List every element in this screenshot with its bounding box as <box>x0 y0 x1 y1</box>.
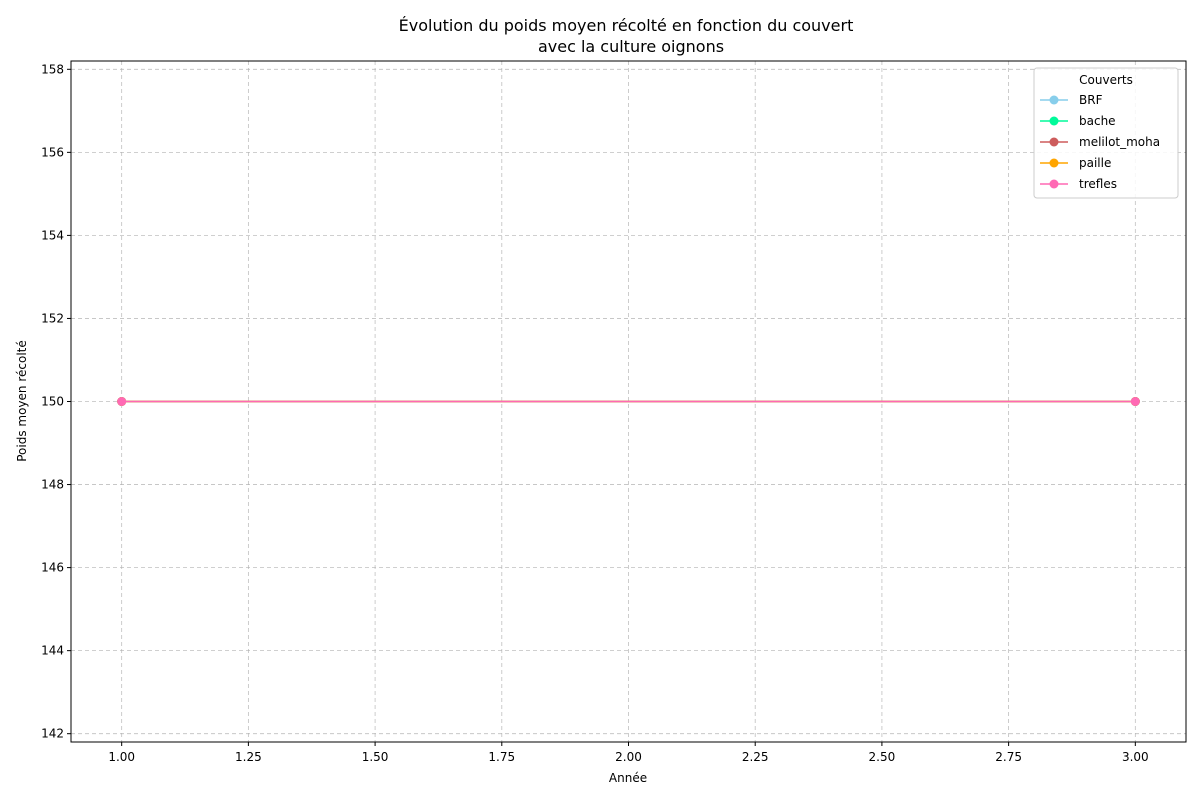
x-tick-label: 2.75 <box>995 750 1022 764</box>
y-tick-label: 144 <box>41 644 64 658</box>
legend-title: Couverts <box>1079 73 1133 87</box>
x-tick-label: 2.50 <box>869 750 896 764</box>
y-tick-label: 152 <box>41 311 64 325</box>
legend-marker-bache <box>1049 116 1059 126</box>
x-tick-label: 1.25 <box>235 750 262 764</box>
legend-marker-paille <box>1049 158 1059 168</box>
x-tick-label: 2.00 <box>615 750 642 764</box>
x-axis: 1.00 1.25 1.50 1.75 2.00 2.25 2.50 2.75 3.00 <box>108 742 1149 764</box>
legend-label-bache: bache <box>1079 114 1116 128</box>
x-tick-label: 2.25 <box>742 750 769 764</box>
y-tick-label: 154 <box>41 228 64 242</box>
x-tick-label: 3.00 <box>1122 750 1149 764</box>
legend-box <box>1033 67 1179 199</box>
y-axis: 142 144 146 148 150 152 154 156 158 <box>41 62 71 741</box>
chart-title-line-1: Évolution du poids moyen récolté en fonc… <box>399 16 854 35</box>
x-tick-label: 1.50 <box>362 750 389 764</box>
legend-marker-BRF <box>1049 95 1059 105</box>
x-axis-label: Année <box>609 771 647 785</box>
chart-title-line-2: avec la culture oignons <box>538 37 724 56</box>
legend-marker-trefles <box>1049 179 1059 189</box>
y-tick-label: 146 <box>41 561 64 575</box>
data-point-trefles <box>1130 397 1140 406</box>
legend-label-paille: paille <box>1079 156 1111 170</box>
y-tick-label: 156 <box>41 145 64 159</box>
y-tick-label: 142 <box>41 727 64 741</box>
series-layer <box>117 397 1140 406</box>
y-tick-label: 148 <box>41 478 64 492</box>
data-point-trefles <box>117 397 127 406</box>
legend-marker-melilot-moha <box>1049 137 1059 147</box>
legend-label-melilot-moha: melilot_moha <box>1079 135 1160 149</box>
x-tick-label: 1.75 <box>488 750 515 764</box>
y-tick-label: 150 <box>41 395 64 409</box>
legend-label-BRF: BRF <box>1079 93 1103 107</box>
legend-label-trefles: trefles <box>1079 177 1117 191</box>
y-tick-label: 158 <box>41 62 64 76</box>
y-axis-label: Poids moyen récolté <box>15 340 29 462</box>
x-tick-label: 1.00 <box>108 750 135 764</box>
